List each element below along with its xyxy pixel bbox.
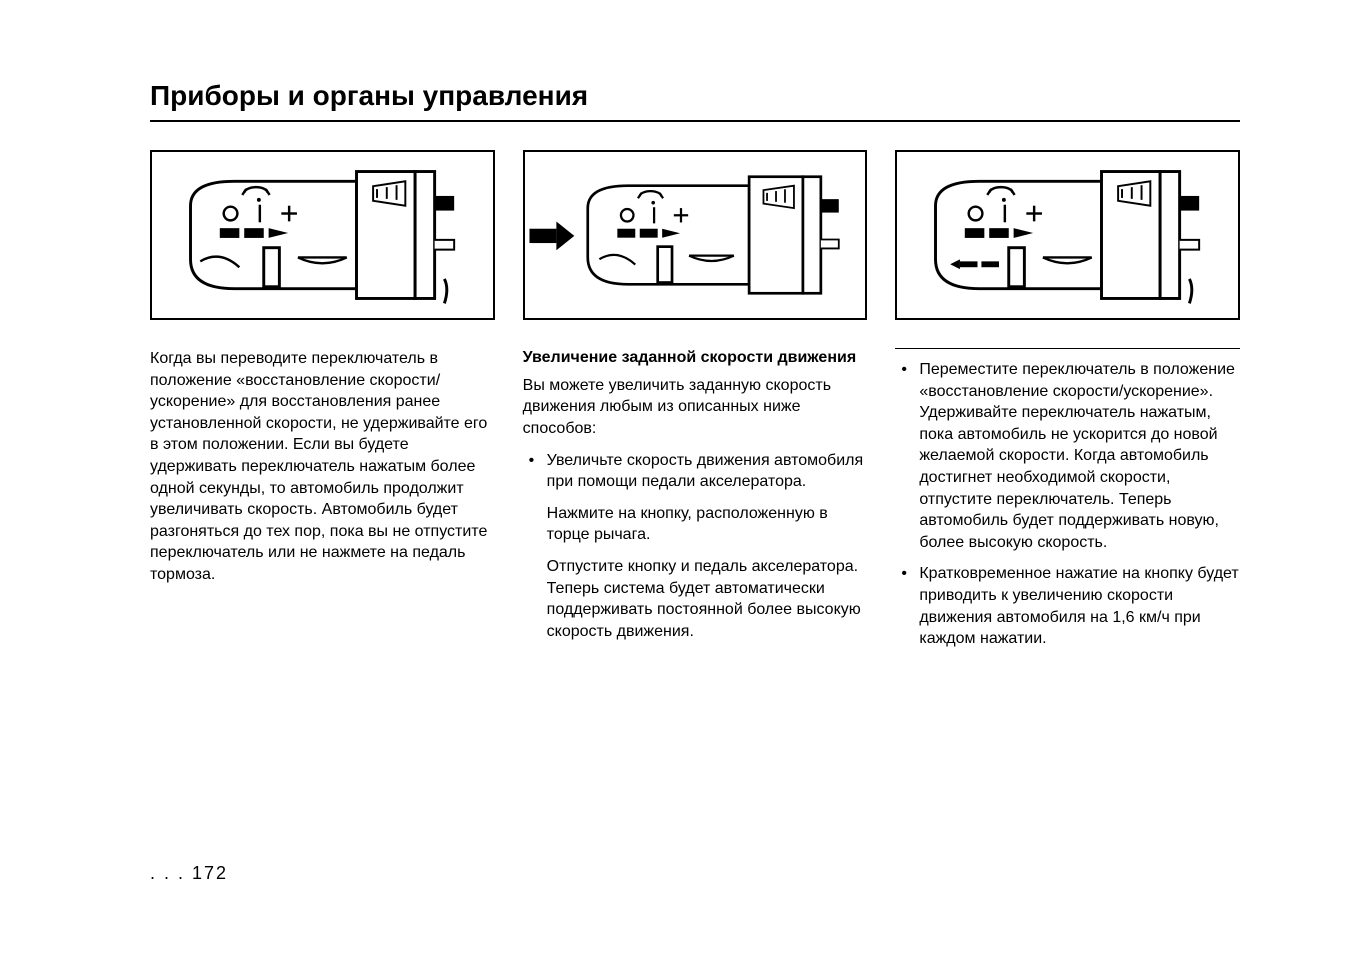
illustration-2: [523, 150, 868, 320]
illustration-3: [895, 150, 1240, 320]
col3-bullets: Переместите переключатель в положение «в…: [895, 359, 1240, 650]
col3-bullet-2: Кратковременное нажатие на кнопку будет …: [895, 563, 1240, 649]
col2-subhead: Увеличение заданной скорости движения: [523, 348, 868, 369]
col2-para-2: Отпустите кнопку и педаль акселератора. …: [523, 556, 868, 642]
document-page: Приборы и органы управления: [0, 0, 1350, 954]
col1-paragraph: Когда вы переводите переключатель в поло…: [150, 348, 495, 586]
col2-intro: Вы можете увеличить заданную скорость дв…: [523, 375, 868, 440]
col2-bullet-1: Увеличьте скорость движения автомобиля п…: [523, 450, 868, 493]
col2-bullets: Увеличьте скорость движения автомобиля п…: [523, 450, 868, 493]
column-3-rule: [895, 348, 1240, 349]
col2-para-1: Нажмите на кнопку, расположенную в торце…: [523, 503, 868, 546]
title-rule: [150, 120, 1240, 122]
column-1: Когда вы переводите переключатель в поло…: [150, 150, 495, 660]
col3-bullet-1: Переместите переключатель в положение «в…: [895, 359, 1240, 553]
columns: Когда вы переводите переключатель в поло…: [150, 150, 1240, 660]
page-number: . . . 172: [150, 863, 228, 884]
column-3: Переместите переключатель в положение «в…: [895, 150, 1240, 660]
column-2: Увеличение заданной скорости движения Вы…: [523, 150, 868, 660]
page-title: Приборы и органы управления: [150, 80, 1240, 112]
illustration-1: [150, 150, 495, 320]
